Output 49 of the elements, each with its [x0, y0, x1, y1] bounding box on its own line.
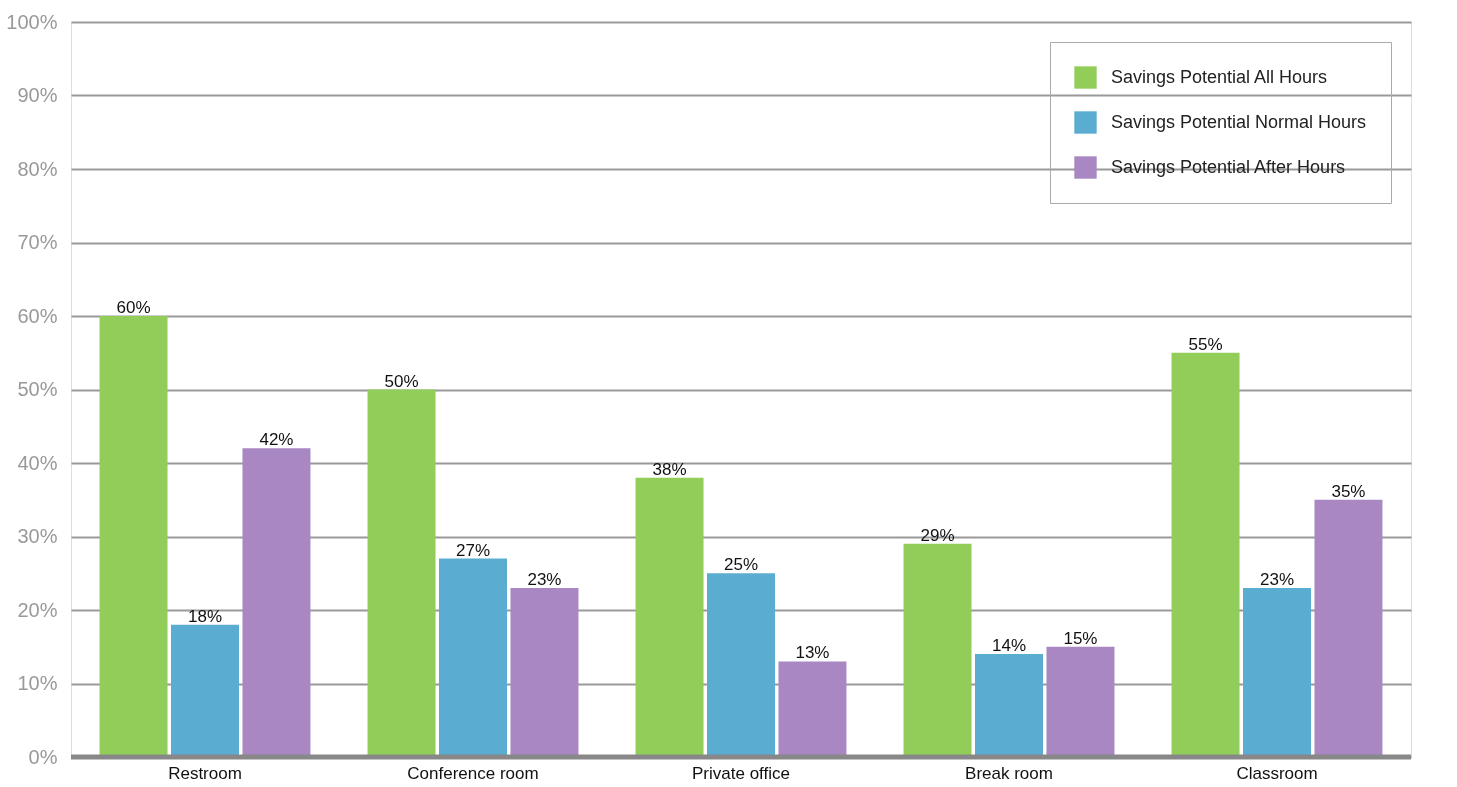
- y-tick-label: 90%: [17, 84, 58, 106]
- x-tick-label: Private office: [692, 763, 790, 783]
- data-label: 18%: [187, 606, 223, 626]
- bar: [367, 389, 436, 757]
- y-tick-label: 100%: [6, 10, 58, 33]
- y-tick-label: 60%: [17, 304, 58, 327]
- data-label: 23%: [527, 569, 562, 589]
- bar: [1046, 646, 1115, 757]
- data-label: 27%: [455, 540, 491, 560]
- data-label: 15%: [1063, 628, 1098, 648]
- y-tick-label: 20%: [17, 598, 58, 621]
- x-tick-label: Break room: [965, 763, 1053, 783]
- bar: [510, 587, 579, 757]
- legend-label: Savings Potential After Hours: [1111, 156, 1346, 177]
- bar: [439, 558, 507, 757]
- bar: [171, 624, 239, 757]
- y-tick-label: 0%: [28, 745, 58, 768]
- y-tick-label: 30%: [17, 525, 58, 547]
- bar: [635, 477, 704, 757]
- y-tick-label: 70%: [17, 231, 58, 253]
- data-label: 60%: [116, 298, 151, 317]
- y-tick-label: 50%: [17, 378, 58, 400]
- bar: [1171, 352, 1240, 757]
- data-label: 25%: [723, 555, 759, 575]
- data-label: 29%: [920, 525, 955, 545]
- data-label: 23%: [1259, 569, 1295, 589]
- bar: [903, 543, 972, 757]
- bar: [778, 661, 847, 757]
- x-tick-label: Conference room: [407, 763, 539, 783]
- y-tick-label: 40%: [17, 451, 58, 474]
- bar: [707, 573, 775, 757]
- legend-label: Savings Potential All Hours: [1111, 66, 1328, 87]
- legend-label: Savings Potential Normal Hours: [1111, 111, 1367, 132]
- bar: [242, 448, 311, 757]
- data-label: 55%: [1188, 334, 1223, 354]
- bar: [1243, 587, 1311, 757]
- data-label: 42%: [259, 430, 294, 450]
- x-tick-label: Restroom: [168, 763, 242, 783]
- y-tick-label: 80%: [17, 157, 58, 180]
- data-label: 14%: [991, 636, 1027, 656]
- data-label: 35%: [1331, 481, 1366, 501]
- y-tick-label: 10%: [17, 672, 58, 694]
- bar: [99, 316, 168, 757]
- x-tick-label: Classroom: [1236, 763, 1318, 783]
- data-label: 38%: [652, 459, 687, 479]
- data-label: 13%: [795, 643, 830, 663]
- bar: [975, 654, 1043, 757]
- bar: [1314, 499, 1383, 757]
- data-label: 50%: [384, 371, 419, 391]
